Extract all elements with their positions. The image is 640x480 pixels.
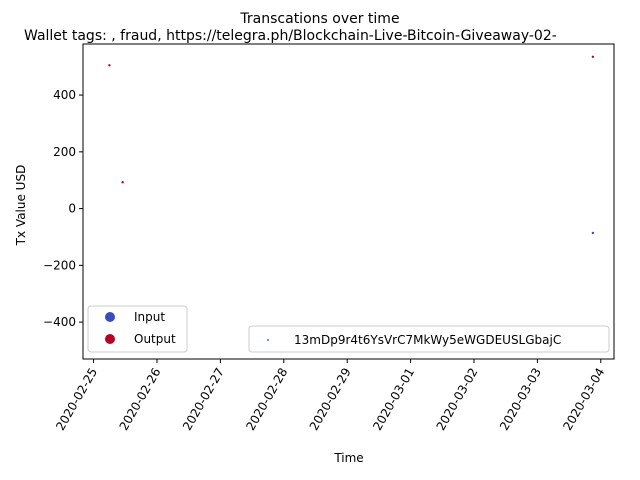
x-tick-label: 2020-02-28 — [243, 366, 290, 433]
x-tick-label: 2020-03-04 — [560, 366, 607, 433]
y-tick-label: 0 — [68, 202, 76, 216]
chart-title: Transcations over time — [239, 11, 399, 27]
plot-frame — [82, 43, 615, 360]
x-tick-label: 2020-03-03 — [497, 366, 544, 433]
legend-type: Input Output — [87, 305, 188, 353]
chart-subtitle: Wallet tags: , fraud, https://telegra.ph… — [24, 28, 557, 44]
legend-wallet: 13mDp9r4t6YsVrC7MkWy5eWGDEUSLGbajC — [248, 325, 610, 353]
legend-input-marker — [105, 312, 115, 322]
data-point-output-2 — [591, 55, 595, 58]
y-tick-label: −200 — [43, 258, 76, 272]
x-tick-label: 2020-02-27 — [180, 366, 227, 433]
legend-wallet-label: 13mDp9r4t6YsVrC7MkWy5eWGDEUSLGbajC — [294, 333, 561, 347]
data-point-input-0 — [591, 231, 595, 235]
y-axis-label: Tx Value USD — [14, 165, 28, 247]
plot-area — [82, 43, 615, 360]
data-point-output-1 — [121, 181, 124, 184]
x-axis-ticks: 2020-02-25 2020-02-26 2020-02-27 2020-02-28… — [53, 359, 607, 433]
y-tick-label: −400 — [43, 315, 76, 329]
legend-wallet-box — [248, 325, 610, 353]
x-tick-label: 2020-02-25 — [53, 366, 100, 433]
x-tick-label: 2020-02-29 — [307, 366, 354, 433]
legend-input-label: Input — [134, 310, 165, 324]
data-points — [108, 55, 595, 235]
data-point-output-0 — [108, 64, 111, 67]
y-axis-ticks: 400 200 0 −200 −400 — [43, 88, 83, 329]
x-axis-label: Time — [333, 451, 363, 465]
legend-output-marker — [105, 334, 115, 344]
x-tick-label: 2020-02-26 — [117, 366, 164, 433]
y-tick-label: 400 — [53, 88, 76, 102]
legend-wallet-marker — [267, 339, 269, 341]
x-tick-label: 2020-03-01 — [370, 366, 417, 433]
legend-output-label: Output — [134, 332, 176, 346]
x-tick-label: 2020-03-02 — [434, 366, 481, 433]
y-tick-label: 200 — [53, 145, 76, 159]
